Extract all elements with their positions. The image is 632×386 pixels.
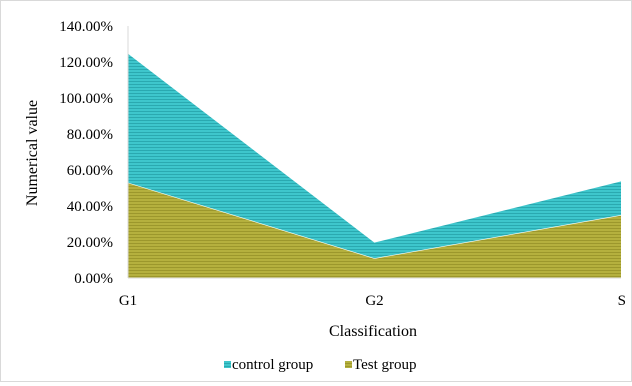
y-tick-label: 40.00% bbox=[67, 199, 113, 215]
legend-label-control-group: control group bbox=[232, 357, 313, 373]
legend-label-test-group: Test group bbox=[353, 357, 417, 373]
x-tick-labels: G1 G2 S bbox=[119, 293, 626, 309]
legend: control group Test group bbox=[224, 357, 417, 373]
y-tick-label: 80.00% bbox=[67, 127, 113, 143]
x-tick-label: G2 bbox=[365, 293, 383, 309]
y-tick-label: 0.00% bbox=[74, 271, 113, 287]
y-tick-labels: 0.00% 20.00% 40.00% 60.00% 80.00% 100.00% 120.… bbox=[59, 19, 113, 287]
legend-swatch-test-group bbox=[345, 361, 352, 368]
legend-swatch-control-group bbox=[224, 361, 231, 368]
x-tick-label: G1 bbox=[119, 293, 137, 309]
y-tick-label: 60.00% bbox=[67, 163, 113, 179]
x-axis-title: Classification bbox=[329, 323, 417, 340]
area-edge-control-group bbox=[127, 52, 622, 243]
area-test-group bbox=[128, 182, 621, 278]
y-axis-title: Numerical value bbox=[24, 100, 41, 206]
y-tick-label: 100.00% bbox=[59, 91, 113, 107]
area-layer bbox=[127, 52, 622, 278]
area-control-group bbox=[128, 53, 621, 259]
y-tick-label: 120.00% bbox=[59, 55, 113, 71]
x-tick-label: S bbox=[618, 293, 626, 309]
y-tick-label: 140.00% bbox=[59, 19, 113, 35]
y-tick-label: 20.00% bbox=[67, 235, 113, 251]
axis-layer bbox=[127, 26, 621, 279]
